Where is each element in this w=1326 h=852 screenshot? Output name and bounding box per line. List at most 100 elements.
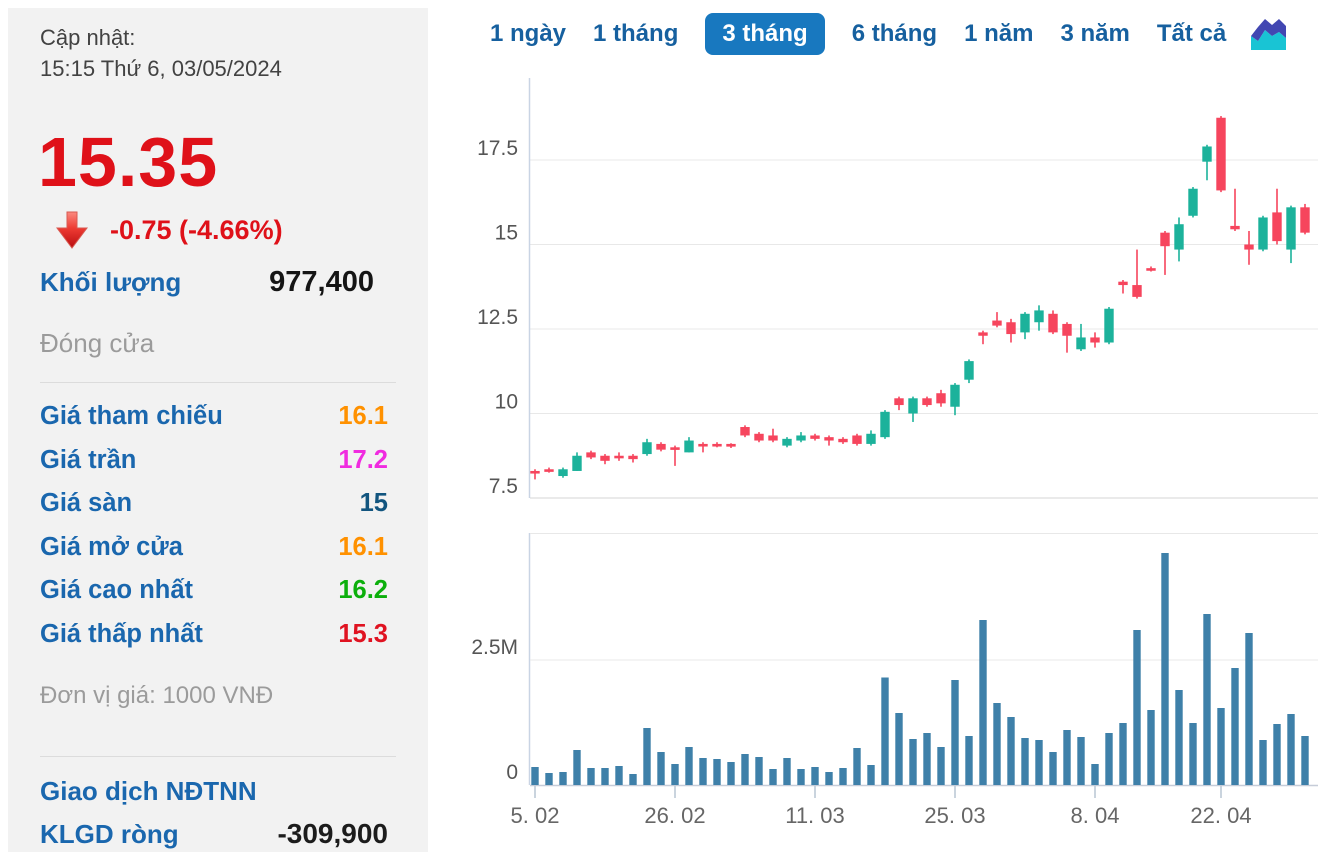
volume-bar xyxy=(657,752,665,785)
stat-value: 16.2 xyxy=(338,576,388,604)
stat-row: Giá cao nhất 16.2 xyxy=(40,576,388,620)
volume-bar xyxy=(1049,752,1057,785)
candle-body xyxy=(1300,207,1310,233)
candle-body xyxy=(1090,337,1100,343)
stat-row: Giá tham chiếu 16.1 xyxy=(40,402,388,446)
candle-body xyxy=(1258,217,1268,250)
volume-bar xyxy=(1301,736,1309,785)
candle-body xyxy=(614,455,624,459)
candle-body xyxy=(754,433,764,441)
candle-body xyxy=(824,437,834,441)
volume-bar xyxy=(755,757,763,785)
volume-bar xyxy=(1287,714,1295,785)
price-axis-label: 15 xyxy=(495,222,518,245)
update-time: 15:15 Thứ 6, 03/05/2024 xyxy=(40,56,282,81)
candle-body xyxy=(740,427,750,436)
update-info: Cập nhật: 15:15 Thứ 6, 03/05/2024 xyxy=(40,22,282,84)
volume-bar xyxy=(769,769,777,785)
volume-axis-label: 0 xyxy=(506,761,518,784)
volume-bar xyxy=(573,750,581,785)
tab-6-tháng[interactable]: 6 tháng xyxy=(852,14,937,54)
volume-bar xyxy=(671,764,679,785)
candle-body xyxy=(684,440,694,453)
candle-body xyxy=(1216,117,1226,191)
volume-bar xyxy=(587,768,595,785)
stat-label: Giá cao nhất xyxy=(40,576,194,604)
volume-bar xyxy=(1133,630,1141,785)
volume-bar xyxy=(601,768,609,785)
candle-body xyxy=(936,393,946,404)
volume-bar xyxy=(1035,740,1043,785)
volume-bar xyxy=(1007,717,1015,785)
candle-body xyxy=(558,469,568,477)
volume-bar xyxy=(741,754,749,785)
volume-bar xyxy=(853,748,861,785)
candle-body xyxy=(586,452,596,458)
stat-row: Giá sàn 15 xyxy=(40,489,388,533)
candle-body xyxy=(796,435,806,441)
net-volume-row: KLGD ròng -309,900 xyxy=(40,818,388,850)
volume-bar xyxy=(615,766,623,785)
volume-bar xyxy=(867,765,875,785)
stat-row: Giá trần 17.2 xyxy=(40,446,388,490)
candle-body xyxy=(1006,322,1016,335)
tab-1-năm[interactable]: 1 năm xyxy=(964,14,1033,54)
candle-body xyxy=(880,411,890,438)
candle-body xyxy=(1188,188,1198,216)
volume-bar xyxy=(727,762,735,785)
x-axis-label: 11. 03 xyxy=(785,803,845,828)
volume-bar xyxy=(629,774,637,785)
volume-bar xyxy=(559,772,567,785)
volume-bar xyxy=(1147,710,1155,785)
price-change-row: -0.75 (-4.66%) xyxy=(56,208,283,252)
volume-bar xyxy=(1245,633,1253,785)
candle-body xyxy=(1244,244,1254,250)
candle-body xyxy=(1020,313,1030,333)
volume-row: Khối lượng 977,400 xyxy=(40,266,388,299)
candle-body xyxy=(964,361,974,380)
candle-body xyxy=(1202,146,1212,162)
x-axis-label: 26. 02 xyxy=(644,803,705,828)
candle-body xyxy=(992,320,1002,326)
price-change: -0.75 (-4.66%) xyxy=(110,214,283,245)
stat-label: Giá trần xyxy=(40,445,137,474)
volume-value: 977,400 xyxy=(269,266,374,298)
volume-label: Khối lượng xyxy=(40,267,182,297)
price-axis-label: 10 xyxy=(495,391,518,414)
volume-bar xyxy=(1189,723,1197,785)
volume-axis-label: 2.5M xyxy=(471,636,518,659)
tab-1-tháng[interactable]: 1 tháng xyxy=(593,14,678,54)
area-chart-icon[interactable] xyxy=(1251,17,1287,51)
stat-label: Giá mở cửa xyxy=(40,532,183,561)
candle-body xyxy=(1118,281,1128,286)
candle-body xyxy=(530,470,540,474)
candle-body xyxy=(1132,285,1142,297)
volume-bar xyxy=(1203,614,1211,785)
tab-tất-cả[interactable]: Tất cả xyxy=(1157,14,1226,54)
candle-body xyxy=(1146,268,1156,271)
candle-body xyxy=(1076,337,1086,350)
x-axis-label: 22. 04 xyxy=(1190,803,1251,828)
down-arrow-icon xyxy=(56,211,88,249)
candle-body xyxy=(1230,225,1240,230)
volume-bar xyxy=(965,736,973,785)
volume-bar xyxy=(825,772,833,785)
candle-body xyxy=(1272,212,1282,242)
candle-body xyxy=(1062,323,1072,336)
stat-value: 16.1 xyxy=(338,402,388,430)
volume-bar xyxy=(881,677,889,785)
session-state-label: Đóng cửa xyxy=(40,328,155,358)
divider xyxy=(40,382,396,383)
tab-3-năm[interactable]: 3 năm xyxy=(1060,14,1129,54)
candle-body xyxy=(544,469,554,472)
volume-bar xyxy=(713,759,721,785)
volume-bar xyxy=(1021,738,1029,785)
volume-bar xyxy=(1231,668,1239,785)
price-axis-label: 7.5 xyxy=(489,475,518,498)
tab-1-ngày[interactable]: 1 ngày xyxy=(490,14,566,54)
stat-value: 15.3 xyxy=(338,619,388,648)
tab-3-tháng[interactable]: 3 tháng xyxy=(705,13,825,55)
candle-body xyxy=(894,398,904,406)
